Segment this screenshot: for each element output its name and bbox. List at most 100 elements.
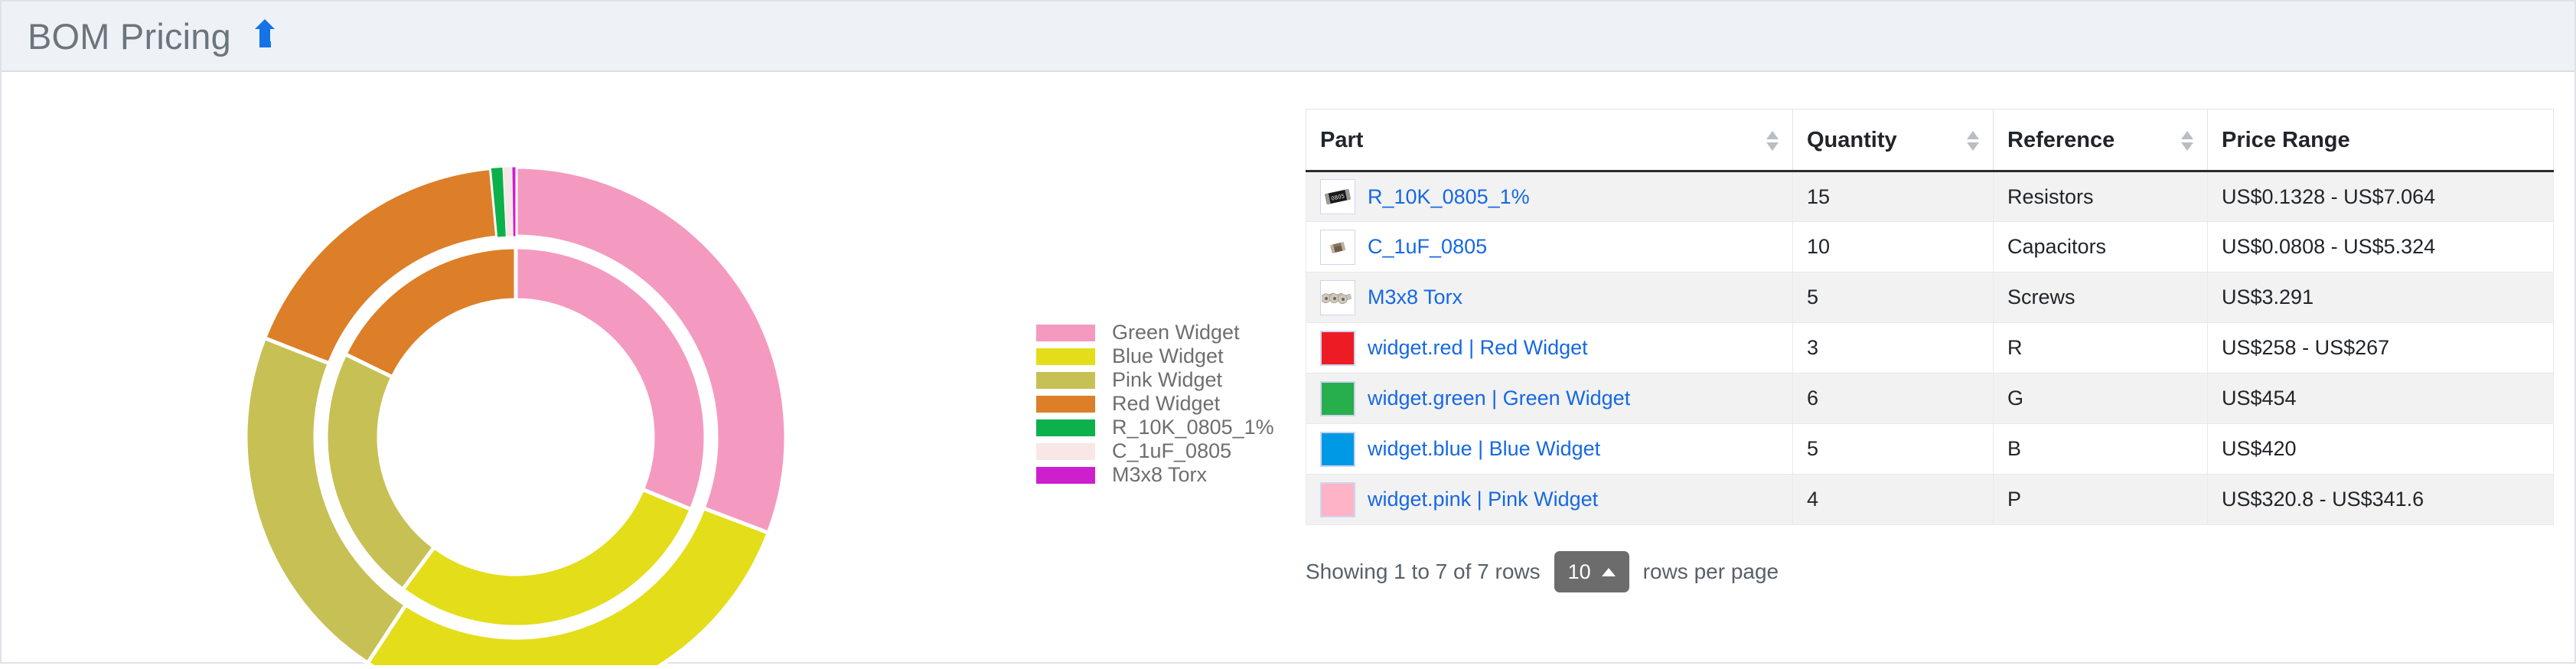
- color-swatch-icon: [1320, 431, 1355, 467]
- column-header-price-range-label: Price Range: [2222, 128, 2350, 152]
- column-header-part-label: Part: [1320, 128, 1364, 152]
- cell-price-range: US$320.8 - US$341.6: [2207, 474, 2554, 525]
- column-header-reference[interactable]: Reference: [1993, 109, 2208, 172]
- part-link[interactable]: widget.red | Red Widget: [1368, 336, 1588, 359]
- cell-price-range: US$0.1328 - US$7.064: [2207, 171, 2554, 222]
- cell-part: M3x8 Torx: [1306, 272, 1793, 323]
- column-header-reference-label: Reference: [2007, 128, 2115, 152]
- part-link[interactable]: widget.blue | Blue Widget: [1368, 437, 1601, 460]
- cell-reference: Screws: [1993, 272, 2208, 323]
- part-link[interactable]: M3x8 Torx: [1368, 286, 1463, 308]
- part-link[interactable]: widget.green | Green Widget: [1368, 387, 1631, 410]
- legend-item-label: C_1uF_0805: [1112, 439, 1232, 462]
- table-header-row: Part Quantity: [1306, 109, 2554, 172]
- rows-per-page-label: rows per page: [1642, 560, 1779, 583]
- showing-rows-text: Showing 1 to 7 of 7 rows: [1306, 560, 1541, 583]
- cell-part: widget.blue | Blue Widget: [1306, 423, 1793, 475]
- donut-chart[interactable]: [2, 72, 1042, 669]
- table-row[interactable]: M3x8 Torx 5 Screws US$3.291: [1306, 272, 2554, 323]
- panel-body: Green Widget Blue Widget Pink Widget Red…: [2, 72, 2574, 669]
- cell-quantity: 4: [1792, 474, 1994, 525]
- cell-price-range: US$0.0808 - US$5.324: [2207, 221, 2554, 272]
- sort-icon[interactable]: [1967, 130, 1979, 151]
- part-link[interactable]: R_10K_0805_1%: [1368, 184, 1530, 208]
- chart-area: Green Widget Blue Widget Pink Widget Red…: [2, 72, 1295, 669]
- smd-resistor-thumbnail: 0805: [1320, 179, 1355, 214]
- legend-item[interactable]: Green Widget: [1036, 321, 1274, 344]
- donut-slice[interactable]: [514, 245, 708, 512]
- legend-item[interactable]: Red Widget: [1036, 392, 1274, 416]
- bom-table: Part Quantity: [1306, 109, 2554, 525]
- cell-reference: Capacitors: [1993, 221, 2208, 272]
- legend-item[interactable]: M3x8 Torx: [1036, 463, 1274, 487]
- legend-item[interactable]: Pink Widget: [1036, 368, 1274, 392]
- cell-price-range: US$420: [2207, 423, 2554, 475]
- chart-legend: Green Widget Blue Widget Pink Widget Red…: [1036, 321, 1274, 487]
- donut-chart-svg[interactable]: [2, 72, 1042, 669]
- page-title-text: BOM Pricing: [28, 15, 231, 57]
- legend-swatch-icon: [1036, 466, 1095, 484]
- table-row[interactable]: 0805 R_10K_0805_1% 15 Resistors US$0.132…: [1306, 171, 2554, 222]
- legend-item-label: Red Widget: [1112, 392, 1221, 415]
- legend-swatch-icon: [1036, 419, 1095, 436]
- torx-screws-thumbnail: [1320, 279, 1355, 315]
- table-row[interactable]: widget.green | Green Widget 6 G US$454: [1306, 373, 2554, 424]
- cell-part: widget.pink | Pink Widget: [1306, 474, 1793, 525]
- column-header-price-range[interactable]: Price Range: [2207, 109, 2554, 172]
- donut-slice[interactable]: [514, 165, 788, 536]
- column-header-quantity-label: Quantity: [1807, 128, 1897, 152]
- legend-item-label: M3x8 Torx: [1112, 463, 1208, 486]
- legend-item[interactable]: Blue Widget: [1036, 344, 1274, 368]
- cell-quantity: 10: [1792, 221, 1994, 272]
- cell-quantity: 15: [1792, 171, 1994, 222]
- rows-per-page-dropdown[interactable]: 10: [1554, 551, 1629, 592]
- donut-slice[interactable]: [364, 505, 771, 669]
- table-row[interactable]: widget.pink | Pink Widget 4 P US$320.8 -…: [1306, 474, 2554, 525]
- cell-quantity: 3: [1792, 322, 1994, 374]
- panel-header: BOM Pricing: [2, 2, 2574, 72]
- cell-reference: Resistors: [1993, 171, 2208, 222]
- cell-part: C_1uF_0805: [1306, 221, 1793, 272]
- smd-capacitor-thumbnail: [1320, 229, 1355, 265]
- table-row[interactable]: widget.red | Red Widget 3 R US$258 - US$…: [1306, 322, 2554, 374]
- part-link[interactable]: widget.pink | Pink Widget: [1368, 488, 1599, 511]
- cell-part: widget.green | Green Widget: [1306, 373, 1793, 424]
- cell-price-range: US$258 - US$267: [2207, 322, 2554, 374]
- table-row[interactable]: widget.blue | Blue Widget 5 B US$420: [1306, 423, 2554, 475]
- donut-slice[interactable]: [511, 166, 517, 237]
- cell-reference: R: [1993, 322, 2208, 374]
- legend-swatch-icon: [1036, 442, 1095, 460]
- rows-per-page-value: 10: [1567, 560, 1591, 583]
- legend-item[interactable]: C_1uF_0805: [1036, 439, 1274, 463]
- column-header-quantity[interactable]: Quantity: [1792, 109, 1994, 172]
- legend-item-label: R_10K_0805_1%: [1112, 416, 1274, 439]
- legend-swatch-icon: [1036, 324, 1095, 341]
- cell-reference: B: [1993, 423, 2208, 475]
- table-row[interactable]: C_1uF_0805 10 Capacitors US$0.0808 - US$…: [1306, 221, 2554, 272]
- legend-item-label: Green Widget: [1112, 321, 1240, 344]
- cell-quantity: 5: [1792, 423, 1994, 475]
- caret-up-icon: [1601, 567, 1616, 576]
- donut-slice[interactable]: [342, 245, 518, 380]
- color-swatch-icon: [1320, 380, 1355, 416]
- cell-price-range: US$3.291: [2207, 272, 2554, 323]
- arrow-up-right-icon[interactable]: [253, 18, 279, 60]
- legend-swatch-icon: [1036, 395, 1095, 413]
- cell-quantity: 6: [1792, 373, 1994, 424]
- table-area: Part Quantity: [1295, 72, 2574, 662]
- sort-icon[interactable]: [1766, 130, 1779, 151]
- legend-swatch-icon: [1036, 348, 1095, 365]
- cell-reference: G: [1993, 373, 2208, 424]
- cell-reference: P: [1993, 474, 2208, 525]
- svg-text:0805: 0805: [1331, 193, 1345, 202]
- column-header-part[interactable]: Part: [1306, 109, 1793, 172]
- donut-slice[interactable]: [399, 487, 694, 629]
- cell-price-range: US$454: [2207, 373, 2554, 424]
- sort-icon[interactable]: [2181, 130, 2193, 151]
- legend-item[interactable]: R_10K_0805_1%: [1036, 416, 1274, 439]
- cell-quantity: 5: [1792, 272, 1994, 323]
- legend-item-label: Pink Widget: [1112, 368, 1223, 391]
- color-swatch-icon: [1320, 481, 1355, 517]
- part-link[interactable]: C_1uF_0805: [1368, 235, 1488, 258]
